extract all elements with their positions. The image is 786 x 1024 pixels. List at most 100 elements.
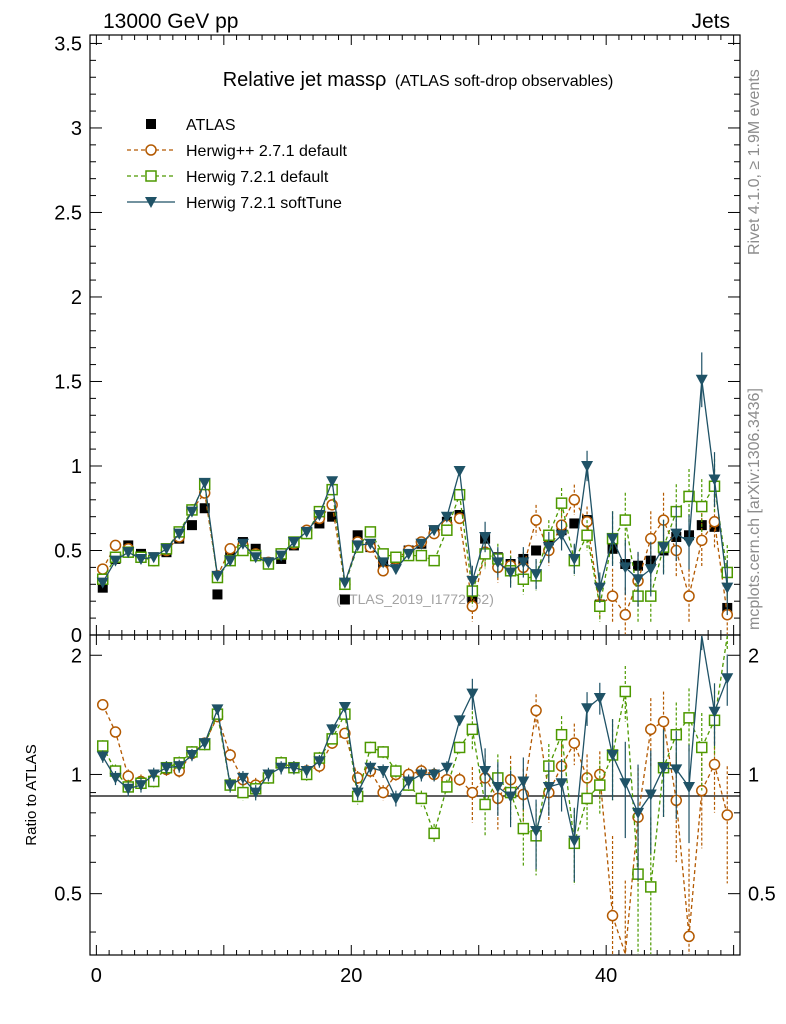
- ratio-data-layer: [96, 635, 734, 955]
- data-point: [466, 786, 479, 799]
- ratio-y-tick-label-right: 2: [748, 645, 759, 667]
- plot-title-main: Relative jet massρ: [223, 69, 387, 91]
- data-point: [338, 702, 351, 714]
- data-point: [619, 514, 632, 526]
- data-point: [466, 688, 479, 700]
- data-point: [530, 825, 543, 837]
- main-y-tick-label: 0: [71, 625, 82, 647]
- data-point: [555, 728, 568, 741]
- data-point: [696, 741, 708, 754]
- data-point: [619, 608, 632, 621]
- data-point: [351, 540, 364, 552]
- series-line: [102, 704, 728, 955]
- data-point: [147, 552, 160, 564]
- data-point: [352, 530, 363, 541]
- main-y-tick-label: 3: [71, 118, 82, 140]
- data-point: [632, 574, 645, 586]
- series-line: [102, 635, 728, 889]
- data-point: [390, 765, 402, 777]
- data-point: [390, 551, 402, 564]
- data-point: [721, 673, 734, 685]
- legend-label: Herwig 7.2.1 default: [186, 169, 329, 186]
- data-point: [479, 766, 492, 778]
- data-point: [415, 792, 428, 805]
- data-point: [428, 827, 440, 840]
- legend-label: Herwig++ 2.7.1 default: [186, 143, 348, 160]
- data-point: [479, 798, 491, 811]
- data-point: [198, 477, 211, 489]
- data-point: [555, 778, 568, 790]
- legend: ATLAS Herwig++ 2.7.1 default Herwig 7.2.1 …: [127, 117, 348, 212]
- data-point: [377, 786, 389, 799]
- data-point: [530, 704, 542, 717]
- data-point: [696, 500, 708, 513]
- data-point: [224, 780, 237, 792]
- data-point: [313, 756, 326, 768]
- data-point: [185, 506, 198, 518]
- data-point: [275, 762, 288, 774]
- data-point: [338, 577, 351, 589]
- data-point: [300, 766, 313, 778]
- data-point: [555, 530, 568, 542]
- data-point: [389, 564, 402, 576]
- data-point: [453, 741, 466, 754]
- plot-title-sub: (ATLAS soft-drop observables): [395, 73, 613, 90]
- series-2: [96, 635, 734, 882]
- data-point: [466, 575, 479, 587]
- data-point: [96, 740, 109, 752]
- main-y-tick-label: 0.5: [54, 540, 82, 562]
- data-point: [212, 589, 223, 600]
- data-point: [364, 762, 377, 774]
- data-point: [644, 564, 657, 576]
- legend-marker: [146, 119, 156, 129]
- legend-entry: Herwig 7.2.1 softTune: [127, 195, 342, 212]
- data-point: [287, 537, 300, 549]
- data-point: [339, 727, 351, 740]
- tick-labels: 00.511.522.533.50.5 0.51 12 20 20 40: [54, 33, 776, 987]
- data-point: [377, 557, 390, 569]
- data-point: [670, 764, 683, 776]
- data-point: [581, 460, 594, 472]
- data-point: [262, 769, 275, 781]
- data-point: [287, 762, 300, 774]
- data-point: [657, 715, 670, 728]
- ratio-y-tick-label: 2: [71, 645, 82, 667]
- data-point: [96, 751, 109, 763]
- data-point: [479, 531, 492, 543]
- series-1: [96, 635, 728, 954]
- data-point: [555, 497, 568, 509]
- data-point: [569, 518, 580, 529]
- main-data-layer: [96, 352, 734, 634]
- data-point: [351, 787, 364, 799]
- data-point: [326, 476, 339, 488]
- data-point: [275, 550, 288, 562]
- ratio-y-tick-label-right: 1: [748, 764, 759, 786]
- legend-marker: [145, 144, 157, 156]
- data-point: [326, 724, 339, 736]
- data-point: [122, 547, 135, 559]
- data-point: [606, 909, 619, 922]
- data-point: [389, 793, 402, 805]
- data-point: [236, 772, 249, 784]
- data-point: [377, 746, 389, 758]
- legend-entry: Herwig 7.2.1 default: [127, 169, 329, 186]
- data-point: [670, 528, 683, 540]
- data-point: [134, 553, 147, 565]
- data-point: [96, 577, 109, 589]
- data-point: [530, 569, 543, 581]
- data-point: [542, 781, 555, 793]
- data-point: [619, 562, 632, 574]
- x-tick-label: 0: [91, 965, 102, 987]
- data-point: [708, 758, 721, 771]
- data-point: [581, 703, 594, 715]
- data-point: [440, 762, 453, 774]
- analysis-watermark: (ATLAS_2019_I1772062): [336, 591, 494, 607]
- data-point: [593, 582, 606, 594]
- data-point: [364, 741, 377, 754]
- data-point: [339, 594, 350, 605]
- data-point: [606, 590, 619, 602]
- data-point: [173, 761, 186, 773]
- data-point: [453, 773, 466, 786]
- data-point: [619, 685, 632, 698]
- data-point: [262, 557, 275, 569]
